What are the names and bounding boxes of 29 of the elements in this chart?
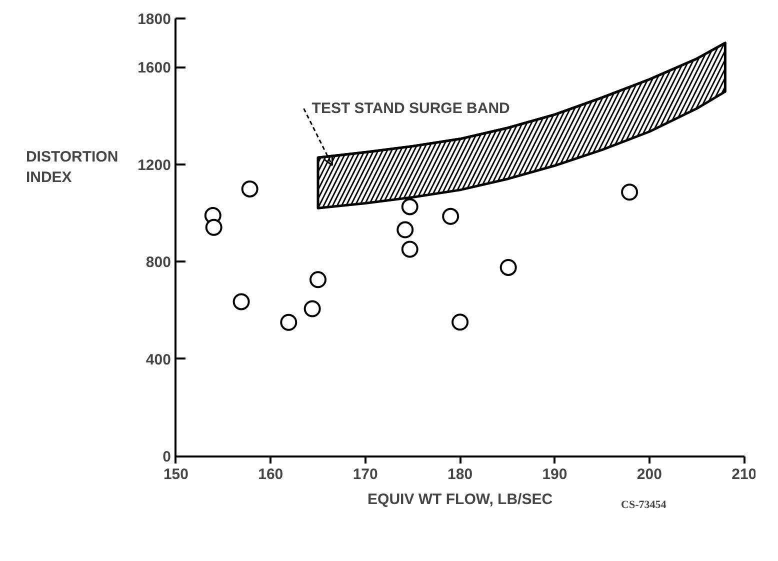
x-tick-label: 160 xyxy=(258,466,284,484)
point xyxy=(304,300,321,318)
point xyxy=(396,221,414,238)
point xyxy=(205,218,222,236)
point xyxy=(401,240,418,258)
point xyxy=(280,314,298,331)
x-tick-label: 200 xyxy=(636,466,662,484)
y-tick-label: 400 xyxy=(146,351,171,368)
text: CS-73454 xyxy=(621,499,667,512)
y-tick-label: 1800 xyxy=(138,11,171,28)
x-tick-label: 150 xyxy=(163,466,188,484)
point xyxy=(401,198,418,216)
point xyxy=(241,180,258,198)
point xyxy=(452,314,469,331)
y-tick-label: 1600 xyxy=(138,60,171,77)
point xyxy=(310,271,326,288)
annotation: TEST STAND SURGE BAND xyxy=(312,100,510,118)
x-axis-title: EQUIV WT FLOW, LB/SEC xyxy=(368,491,553,508)
y-tick-label: 800 xyxy=(146,254,171,272)
x-tick-label: 180 xyxy=(448,466,473,484)
y-tick-label: 1200 xyxy=(138,156,171,174)
y-tick-label: 0 xyxy=(162,448,171,466)
y-axis-title: DISTORTION INDEX xyxy=(26,148,118,186)
point xyxy=(442,208,460,225)
x-tick-label: 170 xyxy=(352,466,378,484)
point xyxy=(500,258,517,276)
point xyxy=(232,293,250,310)
point xyxy=(621,184,638,201)
x-tick-label: 190 xyxy=(542,466,568,484)
